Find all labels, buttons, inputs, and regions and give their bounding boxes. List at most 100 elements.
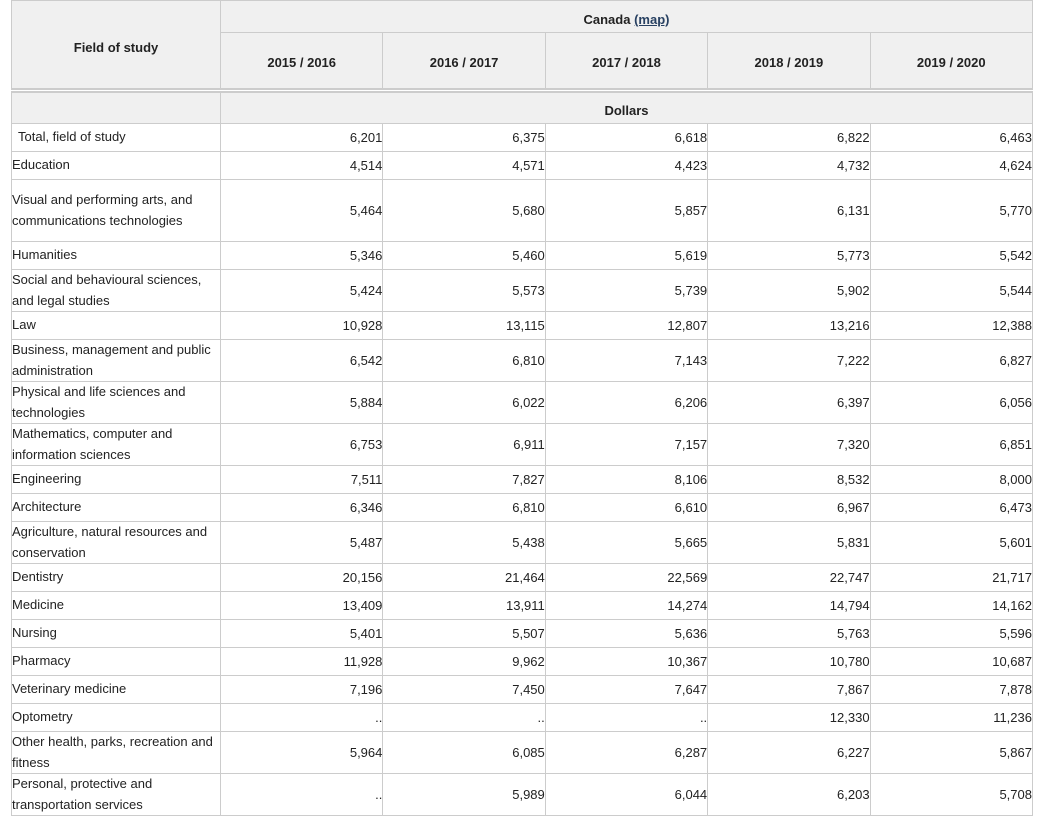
field-of-study-cell: Architecture <box>11 493 221 522</box>
table-row: Personal, protective and transportation … <box>11 773 1033 816</box>
year-header: 2015 / 2016 <box>219 32 384 90</box>
value-cell: 5,636 <box>544 619 709 648</box>
table-row: Social and behavioural sciences, and leg… <box>11 269 1033 312</box>
field-of-study-cell: Optometry <box>11 703 221 732</box>
value-cell: 7,320 <box>707 423 871 466</box>
value-cell: 5,619 <box>544 241 709 270</box>
value-cell: 14,162 <box>869 591 1033 620</box>
value-cell: 9,962 <box>382 647 546 676</box>
value-cell: 14,794 <box>707 591 871 620</box>
value-cell: 5,346 <box>219 241 384 270</box>
table-row: Business, management and public administ… <box>11 339 1033 382</box>
units-header-row: Dollars <box>11 91 1033 124</box>
field-of-study-cell: Agriculture, natural resources and conse… <box>11 521 221 564</box>
value-cell: 5,596 <box>869 619 1033 648</box>
value-cell: 6,610 <box>544 493 709 522</box>
value-cell: 8,532 <box>707 465 871 494</box>
value-cell: 6,397 <box>707 381 871 424</box>
value-cell: 5,464 <box>219 179 384 242</box>
value-cell: 5,424 <box>219 269 384 312</box>
value-cell: 6,206 <box>544 381 709 424</box>
field-of-study-cell: Nursing <box>11 619 221 648</box>
value-cell: 14,274 <box>544 591 709 620</box>
value-cell: 22,747 <box>707 563 871 592</box>
value-cell: 5,438 <box>382 521 546 564</box>
data-table-container: Field of study Canada (map) 2015 / 2016 … <box>11 0 1033 816</box>
table-row: Law 10,928 13,115 12,807 13,216 12,388 <box>11 311 1033 340</box>
value-cell: 5,542 <box>869 241 1033 270</box>
field-of-study-header: Field of study <box>11 0 221 90</box>
table-row: Pharmacy 11,928 9,962 10,367 10,780 10,687 <box>11 647 1033 676</box>
tuition-fees-table: Field of study Canada (map) 2015 / 2016 … <box>11 0 1033 816</box>
value-cell: 22,569 <box>544 563 709 592</box>
units-blank-cell <box>11 91 221 124</box>
value-cell: 7,143 <box>544 339 709 382</box>
field-of-study-cell: Medicine <box>11 591 221 620</box>
table-row: Nursing 5,401 5,507 5,636 5,763 5,596 <box>11 619 1033 648</box>
value-cell: 6,618 <box>544 123 709 152</box>
value-cell: 5,601 <box>869 521 1033 564</box>
value-cell: 4,514 <box>219 151 384 180</box>
table-row: Veterinary medicine 7,196 7,450 7,647 7,867 7… <box>11 675 1033 704</box>
field-of-study-cell: Humanities <box>11 241 221 270</box>
field-of-study-cell: Law <box>11 311 221 340</box>
value-cell: 4,624 <box>869 151 1033 180</box>
value-cell: 20,156 <box>219 563 384 592</box>
table-body: Total, field of study 6,201 6,375 6,618 6,82… <box>11 123 1033 816</box>
value-cell: 8,000 <box>869 465 1033 494</box>
value-cell: .. <box>219 773 384 816</box>
value-cell: 4,423 <box>544 151 709 180</box>
map-link[interactable]: (map) <box>634 11 670 27</box>
units-header: Dollars <box>220 91 1033 124</box>
field-of-study-cell: Pharmacy <box>11 647 221 676</box>
value-cell: 5,544 <box>869 269 1033 312</box>
field-of-study-cell: Physical and life sciences and technolog… <box>11 381 221 424</box>
table-row: Education 4,514 4,571 4,423 4,732 4,624 <box>11 151 1033 180</box>
value-cell: 5,680 <box>382 179 546 242</box>
value-cell: 6,753 <box>219 423 384 466</box>
value-cell: 7,511 <box>219 465 384 494</box>
table-row: Physical and life sciences and technolog… <box>11 381 1033 424</box>
field-of-study-cell: Engineering <box>11 465 221 494</box>
field-of-study-cell: Total, field of study <box>11 123 221 152</box>
table-row: Other health, parks, recreation and fitn… <box>11 731 1033 774</box>
value-cell: 4,732 <box>707 151 871 180</box>
value-cell: 7,647 <box>544 675 709 704</box>
value-cell: 21,717 <box>869 563 1033 592</box>
header-separator <box>11 88 1033 93</box>
value-cell: 5,507 <box>382 619 546 648</box>
field-of-study-cell: Dentistry <box>11 563 221 592</box>
geography-label: Canada <box>583 11 631 27</box>
field-of-study-cell: Personal, protective and transportation … <box>11 773 221 816</box>
year-header: 2016 / 2017 <box>382 32 546 90</box>
value-cell: 5,773 <box>707 241 871 270</box>
value-cell: 5,763 <box>707 619 871 648</box>
value-cell: 13,911 <box>382 591 546 620</box>
value-cell: 6,810 <box>382 339 546 382</box>
value-cell: 6,851 <box>869 423 1033 466</box>
field-of-study-cell: Business, management and public administ… <box>11 339 221 382</box>
year-header: 2017 / 2018 <box>544 32 709 90</box>
table-row: Agriculture, natural resources and conse… <box>11 521 1033 564</box>
value-cell: 6,131 <box>707 179 871 242</box>
field-of-study-cell: Veterinary medicine <box>11 675 221 704</box>
field-of-study-cell: Visual and performing arts, and communic… <box>11 179 221 242</box>
value-cell: 5,460 <box>382 241 546 270</box>
value-cell: 11,236 <box>869 703 1033 732</box>
value-cell: 6,542 <box>219 339 384 382</box>
table-row: Humanities 5,346 5,460 5,619 5,773 5,542 <box>11 241 1033 270</box>
geography-header-row: Field of study Canada (map) <box>11 0 1033 90</box>
field-of-study-cell: Social and behavioural sciences, and leg… <box>11 269 221 312</box>
table-row: Optometry...... 12,330 11,236 <box>11 703 1033 732</box>
value-cell: 6,044 <box>544 773 709 816</box>
table-row: Engineering 7,511 7,827 8,106 8,532 8,000 <box>11 465 1033 494</box>
value-cell: 6,810 <box>382 493 546 522</box>
value-cell: 6,022 <box>382 381 546 424</box>
value-cell: 8,106 <box>544 465 709 494</box>
value-cell: .. <box>382 703 546 732</box>
table-row: Total, field of study 6,201 6,375 6,618 6,82… <box>11 123 1033 152</box>
value-cell: 7,196 <box>219 675 384 704</box>
value-cell: 7,157 <box>544 423 709 466</box>
table-row: Medicine 13,409 13,911 14,274 14,794 14,162 <box>11 591 1033 620</box>
field-of-study-cell: Education <box>11 151 221 180</box>
